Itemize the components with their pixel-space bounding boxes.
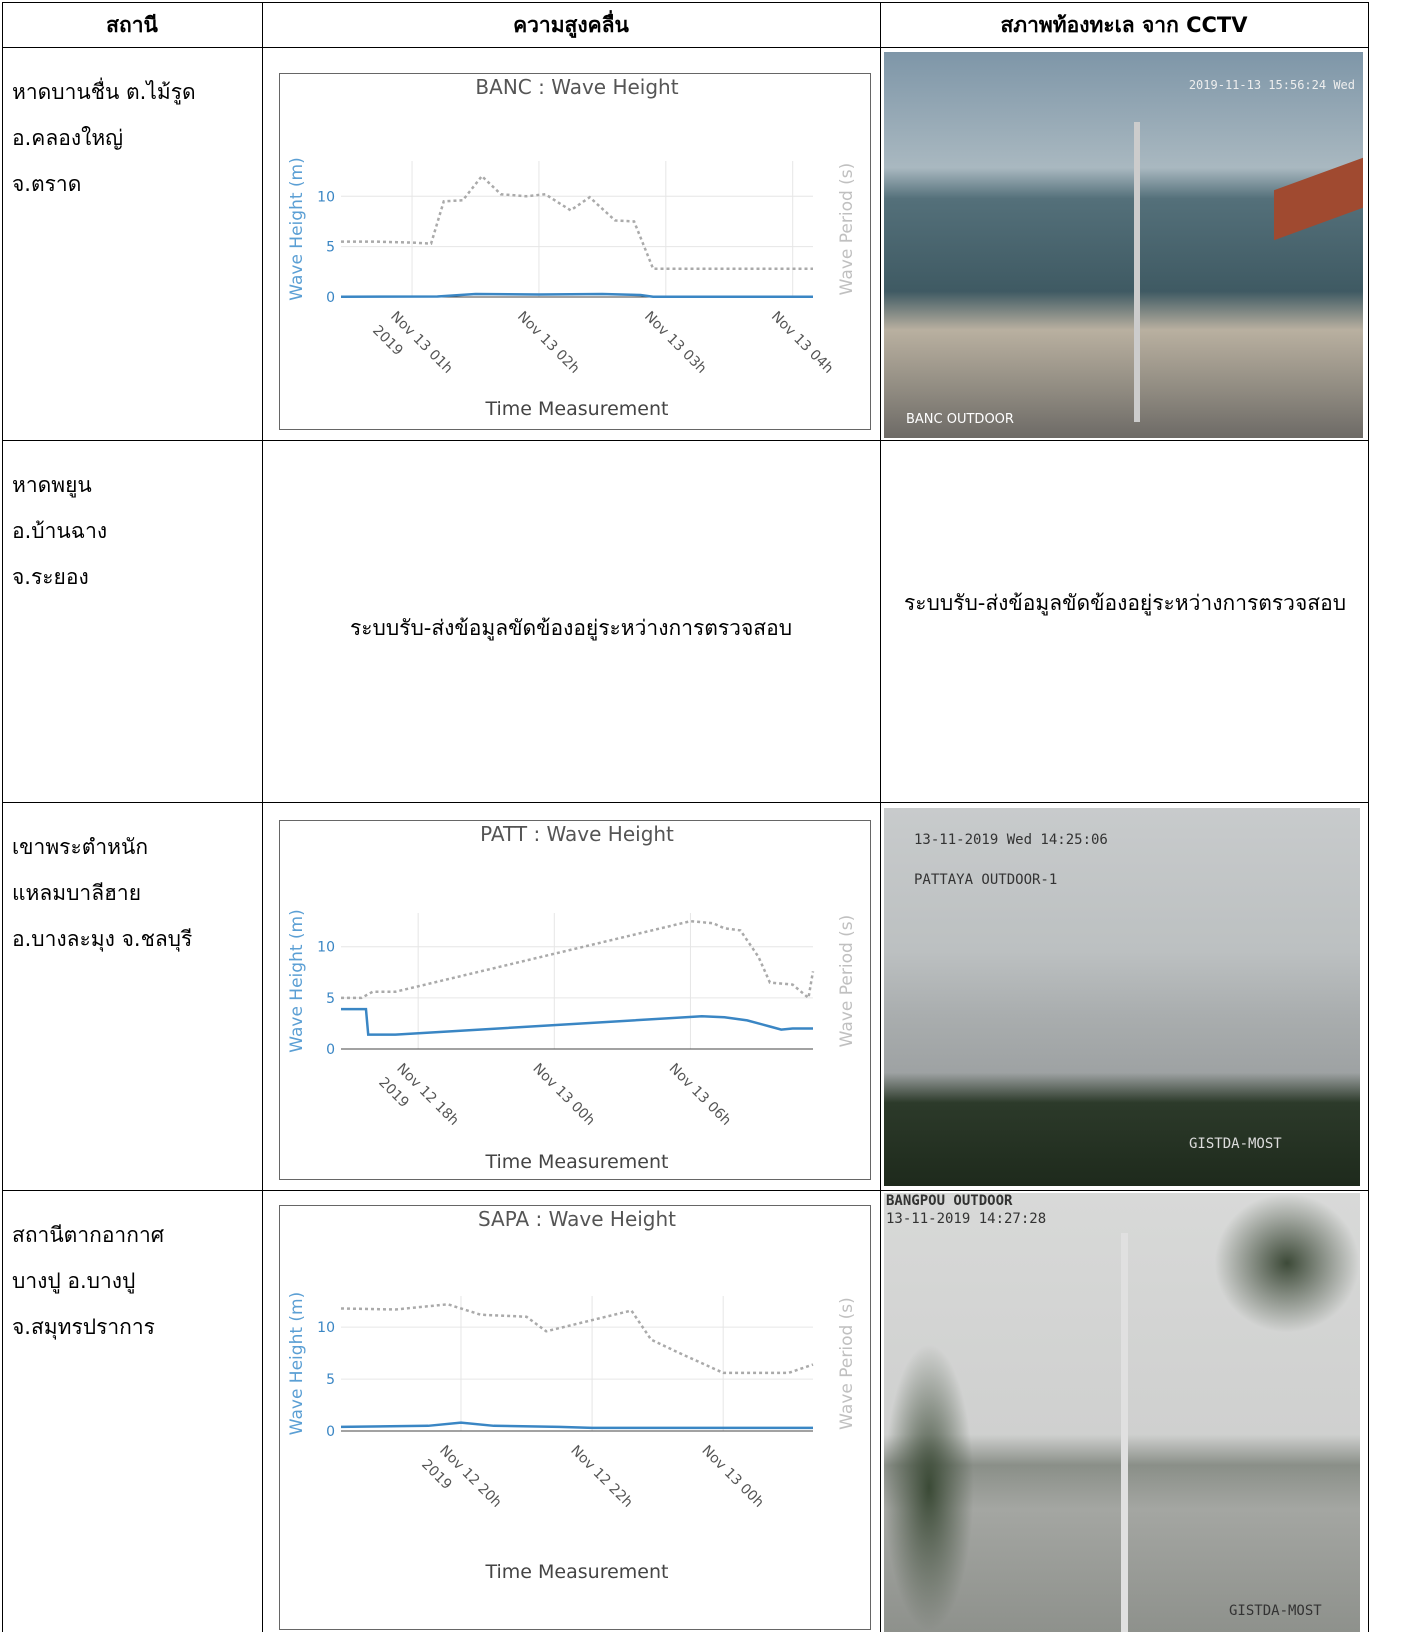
x-tick-label: Nov 12 22h xyxy=(567,1443,635,1511)
cctv-timestamp: 13-11-2019 Wed 14:25:06 xyxy=(914,832,1108,848)
x-tick-label: Nov 13 02h xyxy=(514,309,582,377)
chart-title: SAPA : Wave Height xyxy=(478,1207,676,1231)
border xyxy=(2,2,3,1632)
series-line xyxy=(341,174,813,271)
cctv-image: 13-11-2019 Wed 14:25:06 PATTAYA OUTDOOR-… xyxy=(884,808,1360,1186)
series-line xyxy=(340,1421,813,1430)
cctv-caption: BANGPOU OUTDOOR xyxy=(886,1193,1013,1209)
station-text: จ.สมุทรปราการ xyxy=(12,1315,155,1339)
x-axis-label: Time Measurement xyxy=(485,1151,669,1173)
x-axis-label: Time Measurement xyxy=(485,398,669,420)
station-text: เขาพระตำหนัก xyxy=(12,835,149,859)
station-text: สถานีตากอากาศ xyxy=(12,1223,165,1247)
station-text: อ.คลองใหญ่ xyxy=(12,126,124,150)
y-tick-label: 0 xyxy=(326,1042,335,1058)
x-tick-label: Nov 13 03h xyxy=(641,309,709,377)
border xyxy=(1368,2,1369,1632)
chart-box: BANC : Wave Height Nov 13 01h 2019 Nov 13 0… xyxy=(279,73,871,430)
chart-title: PATT : Wave Height xyxy=(480,822,674,846)
station-text: หาดบานชื่น ต.ไม้รูด xyxy=(12,80,196,104)
border xyxy=(2,802,1369,803)
pole xyxy=(1134,122,1140,422)
x-tick-label: Nov 13 04h xyxy=(768,309,836,377)
cctv-caption: GISTDA-MOST xyxy=(1189,1136,1282,1152)
cctv-caption: PATTAYA OUTDOOR-1 xyxy=(914,872,1058,888)
y-axis-label: Wave Height (m) xyxy=(287,1292,307,1436)
y-axis-label: Wave Height (m) xyxy=(287,909,307,1053)
header: สถานี xyxy=(106,13,158,37)
y-axis-label: Wave Height (m) xyxy=(287,157,307,301)
border xyxy=(880,2,881,1632)
y-tick-label: 10 xyxy=(317,189,335,205)
header: ความสูงคลื่น xyxy=(513,13,629,37)
chart-title: BANC : Wave Height xyxy=(475,75,678,99)
cctv-timestamp: 13-11-2019 14:27:28 xyxy=(886,1211,1047,1227)
cctv-timestamp: 2019-11-13 15:56:24 Wed xyxy=(1188,78,1355,92)
header: สภาพท้องทะเล จาก CCTV xyxy=(1000,13,1248,37)
x-tick-label: Nov 13 00h xyxy=(529,1061,597,1129)
border xyxy=(2,1190,1369,1191)
cctv-image: BANGPOU OUTDOOR 13-11-2019 14:27:28 GIST… xyxy=(884,1193,1360,1632)
cctv-caption: BANC OUTDOOR xyxy=(906,412,1014,427)
status-text: ระบบรับ-ส่งข้อมูลขัดข้องอยู่ระหว่างการตร… xyxy=(903,591,1347,615)
station-text: แหลมบาลีฮาย xyxy=(12,881,141,905)
x-tick-label: Nov 13 06h xyxy=(666,1061,734,1129)
border xyxy=(262,2,263,1632)
y-tick-label: 5 xyxy=(326,991,335,1007)
series-line xyxy=(341,1007,813,1036)
border xyxy=(2,2,1369,3)
tree xyxy=(1214,1193,1360,1333)
tree xyxy=(884,1343,974,1632)
border xyxy=(2,440,1369,441)
y-tick-label: 10 xyxy=(317,1320,335,1336)
x-axis-label: Time Measurement xyxy=(485,1561,669,1583)
series-line xyxy=(340,292,813,299)
y-tick-label: 0 xyxy=(326,290,335,306)
y-tick-label: 5 xyxy=(326,240,335,256)
station-text: บางปู อ.บางปู xyxy=(12,1269,136,1293)
y2-axis-label: Wave Period (s) xyxy=(837,163,857,296)
x-tick-label: Nov 13 00h xyxy=(698,1443,766,1511)
border xyxy=(2,47,1369,48)
cctv-caption: GISTDA-MOST xyxy=(1229,1603,1322,1619)
series-line xyxy=(340,1303,814,1375)
station-text: อ.บางละมุง จ.ชลบุรี xyxy=(12,927,193,951)
series-line xyxy=(341,919,815,1001)
y-tick-label: 0 xyxy=(326,1424,335,1440)
pole xyxy=(1121,1233,1128,1632)
station-text: หาดพยูน xyxy=(12,473,92,497)
status-text: ระบบรับ-ส่งข้อมูลขัดข้องอยู่ระหว่างการตร… xyxy=(349,616,793,640)
y-tick-label: 10 xyxy=(317,940,335,956)
roof xyxy=(1274,153,1363,241)
y2-axis-label: Wave Period (s) xyxy=(837,915,857,1048)
cctv-image: 2019-11-13 15:56:24 Wed BANC OUTDOOR xyxy=(884,52,1363,438)
station-text: จ.ระยอง xyxy=(12,565,89,589)
chart-box: SAPA : Wave Height Nov 12 20h 2019 Nov 12 2… xyxy=(279,1205,871,1630)
y-tick-label: 5 xyxy=(326,1372,335,1388)
y2-axis-label: Wave Period (s) xyxy=(837,1297,857,1430)
station-text: จ.ตราด xyxy=(12,172,82,196)
station-text: อ.บ้านฉาง xyxy=(12,519,108,543)
chart-box: PATT : Wave Height Nov 12 18h 2019 Nov 13 0… xyxy=(279,820,871,1180)
